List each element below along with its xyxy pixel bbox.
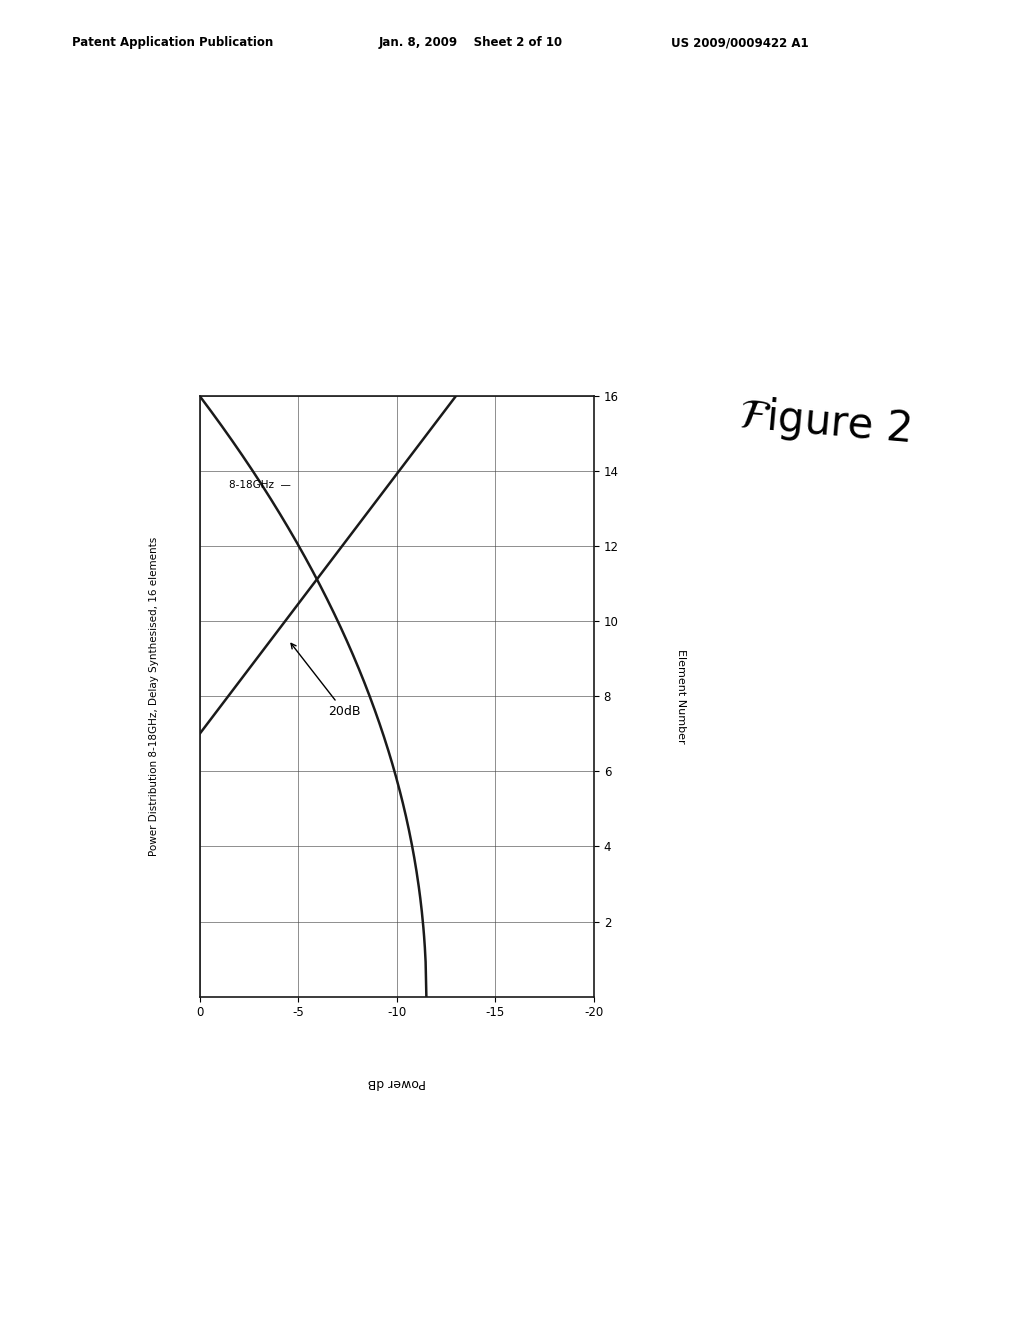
Text: 8-18GHz  —: 8-18GHz — (229, 480, 291, 490)
Text: 20dB: 20dB (291, 643, 360, 718)
Text: Power dB: Power dB (368, 1076, 426, 1089)
Text: $\mathcal{F}$igure 2: $\mathcal{F}$igure 2 (737, 392, 912, 453)
Text: Patent Application Publication: Patent Application Publication (72, 36, 273, 49)
Text: Power Distribution 8-18GHz, Delay Synthesised, 16 elements: Power Distribution 8-18GHz, Delay Synthe… (148, 537, 159, 855)
Text: Element Number: Element Number (676, 649, 686, 743)
Text: Jan. 8, 2009    Sheet 2 of 10: Jan. 8, 2009 Sheet 2 of 10 (379, 36, 563, 49)
Text: US 2009/0009422 A1: US 2009/0009422 A1 (671, 36, 808, 49)
